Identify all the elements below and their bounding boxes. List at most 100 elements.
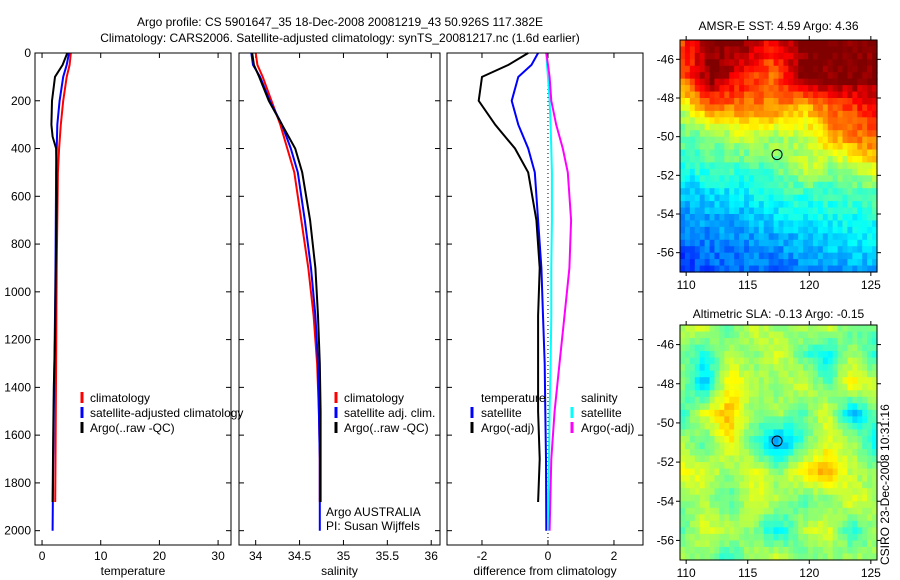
- heatmap-cell: [817, 507, 824, 515]
- heatmap-cell: [709, 226, 716, 234]
- heatmap-cell: [778, 442, 785, 450]
- heatmap-cell: [857, 377, 863, 385]
- heatmap-cell: [684, 416, 691, 424]
- heatmap-cell: [748, 246, 755, 254]
- heatmap-cell: [694, 252, 701, 260]
- heatmap-cell: [724, 46, 730, 54]
- heatmap-cell: [803, 265, 809, 273]
- heatmap-cell: [680, 220, 686, 228]
- heatmap-cell: [684, 252, 691, 260]
- heatmap-cell: [812, 403, 819, 411]
- heatmap-cell: [680, 370, 686, 378]
- heatmap-cell: [837, 540, 844, 548]
- heatmap-cell: [822, 546, 829, 555]
- heatmap-cell: [739, 514, 745, 522]
- heatmap-cell: [827, 239, 834, 247]
- heatmap-cell: [837, 110, 844, 118]
- heatmap-cell: [857, 501, 863, 509]
- heatmap-cell: [680, 59, 686, 67]
- heatmap-cell: [739, 265, 745, 273]
- heatmap-cell: [827, 233, 834, 241]
- heatmap-cell: [748, 175, 755, 183]
- y-tick-label: -46: [657, 338, 675, 352]
- heatmap-cell: [714, 226, 720, 234]
- heatmap-cell: [739, 130, 745, 138]
- heatmap-cell: [734, 162, 740, 170]
- x-tick-label: 0: [545, 549, 552, 563]
- heatmap-cell: [832, 143, 839, 151]
- heatmap-cell: [847, 442, 853, 450]
- heatmap-cell: [778, 98, 785, 106]
- heatmap-cell: [817, 449, 824, 457]
- heatmap-cell: [837, 130, 844, 138]
- heatmap-cell: [852, 46, 858, 54]
- heatmap-cell: [748, 117, 755, 125]
- heatmap-cell: [768, 181, 775, 189]
- heatmap-cell: [837, 117, 844, 125]
- heatmap-cell: [709, 514, 716, 522]
- heatmap-cell: [872, 468, 878, 476]
- heatmap-cell: [812, 422, 819, 431]
- heatmap-cell: [714, 85, 720, 93]
- heatmap-cell: [793, 175, 799, 183]
- heatmap-cell: [793, 40, 799, 48]
- heatmap-cell: [699, 246, 706, 254]
- heatmap-cell: [753, 246, 760, 254]
- heatmap-cell: [734, 123, 740, 131]
- heatmap-cell: [798, 149, 804, 157]
- heatmap-cell: [719, 520, 725, 528]
- heatmap-cell: [748, 52, 755, 60]
- heatmap-cell: [763, 449, 770, 457]
- heatmap-cell: [817, 338, 824, 346]
- heatmap-cell: [842, 344, 849, 352]
- heatmap-cell: [689, 383, 696, 391]
- heatmap-cell: [817, 104, 824, 112]
- heatmap-cell: [842, 449, 849, 457]
- heatmap-cell: [694, 175, 701, 183]
- heatmap-cell: [709, 416, 716, 424]
- heatmap-cell: [827, 494, 834, 502]
- heatmap-cell: [793, 246, 799, 254]
- heatmap-cell: [684, 136, 691, 144]
- heatmap-cell: [857, 449, 863, 457]
- heatmap-cell: [724, 59, 730, 67]
- heatmap-cell: [778, 233, 785, 241]
- x-axis-label: salinity: [321, 564, 358, 578]
- heatmap-cell: [763, 377, 770, 385]
- heatmap-cell: [832, 85, 839, 93]
- heatmap-cell: [753, 188, 760, 196]
- heatmap-cell: [684, 220, 691, 228]
- heatmap-cell: [778, 149, 785, 157]
- heatmap-cell: [714, 220, 720, 228]
- heatmap-cell: [768, 429, 775, 437]
- heatmap-cell: [689, 78, 696, 86]
- heatmap-cell: [753, 168, 760, 176]
- heatmap-cell: [724, 442, 730, 450]
- heatmap-cell: [842, 455, 849, 463]
- heatmap-cell: [852, 246, 858, 254]
- heatmap-cell: [709, 175, 716, 183]
- heatmap-cell: [773, 462, 780, 470]
- heatmap-cell: [778, 383, 785, 391]
- heatmap-cell: [867, 91, 873, 99]
- heatmap-cell: [719, 110, 725, 118]
- heatmap-cell: [753, 488, 760, 496]
- heatmap-cell: [729, 194, 735, 202]
- heatmap-cell: [709, 475, 716, 483]
- heatmap-cell: [684, 449, 691, 457]
- heatmap-cell: [822, 136, 829, 144]
- heatmap-cell: [852, 252, 858, 260]
- heatmap-cell: [812, 442, 819, 450]
- heatmap-cell: [729, 442, 735, 450]
- heatmap-cell: [689, 123, 696, 131]
- heatmap-cell: [709, 396, 716, 404]
- heatmap-cell: [739, 156, 745, 164]
- heatmap-cell: [778, 468, 785, 476]
- heatmap-cell: [694, 520, 701, 528]
- heatmap-cell: [763, 239, 770, 247]
- heatmap-cell: [763, 194, 770, 202]
- heatmap-cell: [817, 520, 824, 528]
- legend-label: satellite: [481, 406, 522, 420]
- heatmap-cell: [684, 214, 691, 222]
- heatmap-cell: [803, 59, 809, 67]
